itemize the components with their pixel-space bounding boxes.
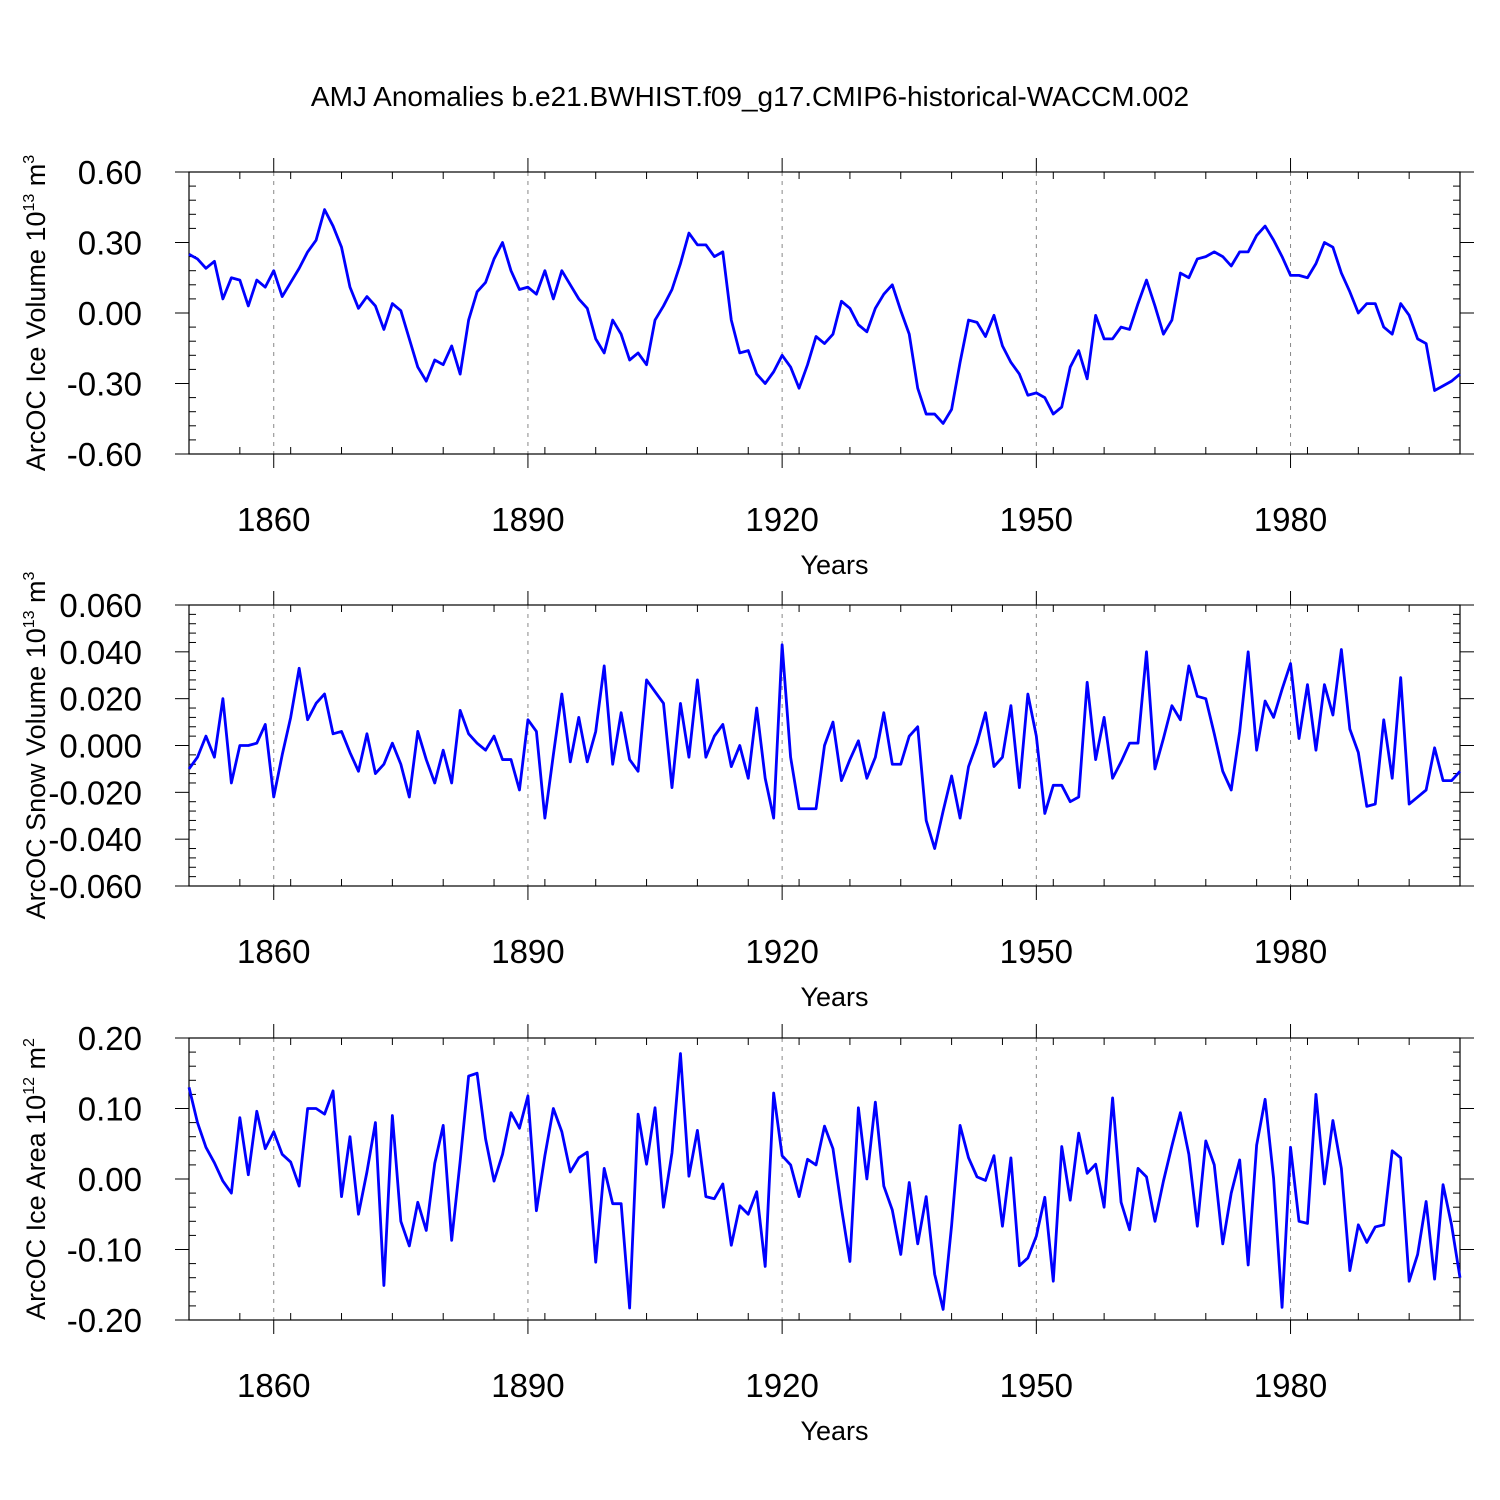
y-tick-label: 0.040 [59, 634, 142, 671]
x-tick-label: 1950 [1000, 501, 1073, 538]
y-axis-label: ArcOC Ice Area 1012 m2 [21, 1038, 51, 1320]
x-tick-label: 1890 [491, 1367, 564, 1404]
figure-title: AMJ Anomalies b.e21.BWHIST.f09_g17.CMIP6… [311, 81, 1189, 112]
plot-frame [188, 1037, 1461, 1321]
x-tick-label: 1890 [491, 501, 564, 538]
y-tick-label: 0.060 [59, 587, 142, 624]
x-axis-label: Years [800, 982, 868, 1012]
x-tick-label: 1920 [745, 933, 818, 970]
snow-volume-panel: 1860 1890 1920 1950 1980 -0.060 -0.040 -0.020 0.… [21, 571, 1474, 1012]
x-axis-label: Years [800, 1416, 868, 1446]
y-tick-label: 0.00 [78, 295, 142, 332]
x-axis-label: Years [800, 550, 868, 580]
x-tick-label: 1950 [1000, 933, 1073, 970]
y-tick-label: -0.060 [48, 868, 142, 905]
y-tick-label: 0.00 [78, 1161, 142, 1198]
x-tick-label: 1860 [237, 501, 310, 538]
y-tick-label: -0.20 [67, 1302, 142, 1339]
plot-frame [188, 171, 1461, 455]
y-tick-label: -0.10 [67, 1232, 142, 1269]
series-line [188, 208, 1461, 425]
y-tick-label: 0.30 [78, 225, 142, 262]
y-tick-label: 0.60 [78, 154, 142, 191]
y-axis-label: ArcOC Ice Volume 1013 m3 [21, 155, 51, 471]
x-tick-label: 1860 [237, 933, 310, 970]
series-line [187, 1052, 1462, 1311]
y-tick-label: 0.10 [78, 1091, 142, 1128]
y-tick-label: -0.60 [67, 436, 142, 473]
y-tick-label: -0.020 [48, 774, 142, 811]
y-axis-label: ArcOC Snow Volume 1013 m3 [21, 571, 51, 919]
x-tick-label: 1920 [745, 501, 818, 538]
x-tick-label: 1920 [745, 1367, 818, 1404]
x-tick-label: 1860 [237, 1367, 310, 1404]
ice-area-panel: 1860 1890 1920 1950 1980 -0.20 -0.10 0.00 0.10 0.… [21, 1020, 1474, 1446]
x-tick-label: 1950 [1000, 1367, 1073, 1404]
y-tick-label: 0.20 [78, 1020, 142, 1057]
y-tick-label: -0.30 [67, 366, 142, 403]
ice-volume-panel: 1860 1890 1920 1950 1980 -0.60 -0.30 0.00 0.30 0.… [21, 154, 1474, 580]
x-tick-label: 1980 [1254, 933, 1327, 970]
y-tick-label: 0.020 [59, 681, 142, 718]
y-tick-label: 0.000 [59, 728, 142, 765]
x-tick-label: 1890 [491, 933, 564, 970]
plot-frame [188, 604, 1461, 887]
series-line [187, 643, 1462, 850]
x-tick-label: 1980 [1254, 501, 1327, 538]
x-tick-label: 1980 [1254, 1367, 1327, 1404]
y-tick-label: -0.040 [48, 821, 142, 858]
